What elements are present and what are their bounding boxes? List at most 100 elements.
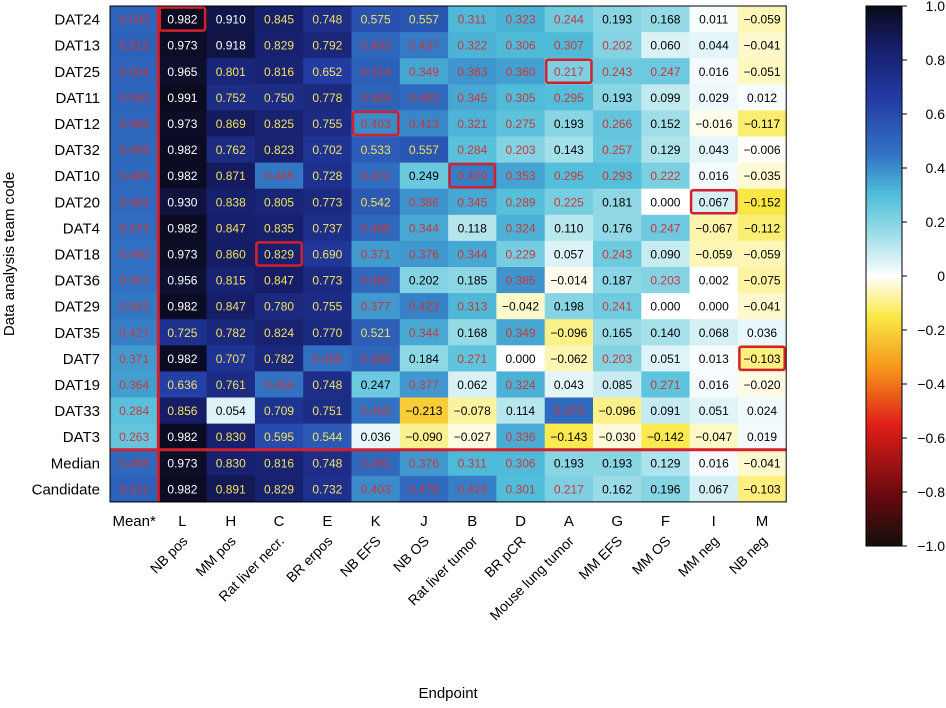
heatmap-cell xyxy=(110,110,159,138)
heatmap-cell xyxy=(158,58,208,85)
heatmap-cell xyxy=(399,188,449,216)
heatmap-cell xyxy=(254,449,304,477)
heatmap-cell xyxy=(351,110,401,138)
cell-value-label: 0.513 xyxy=(119,39,149,53)
heatmap-cell xyxy=(737,397,787,425)
heatmap-cell xyxy=(399,162,449,190)
heatmap-cell xyxy=(399,371,449,399)
cell-value-label: 0.311 xyxy=(458,456,487,470)
heatmap-cell xyxy=(351,6,401,33)
highlight-box xyxy=(689,188,738,215)
heatmap-cell xyxy=(544,214,594,242)
column-name-label: MM pos xyxy=(192,533,239,580)
cell-value-label: 0.752 xyxy=(216,91,246,105)
heatmap-cell xyxy=(158,84,208,111)
cell-value-label: 0.869 xyxy=(216,117,246,131)
heatmap-cell xyxy=(593,214,642,242)
cell-value-label: 0.184 xyxy=(409,352,439,366)
cell-value-label: 0.829 xyxy=(264,247,294,261)
colorbar-tick-label: 1.0 xyxy=(926,0,946,14)
heatmap-cell xyxy=(641,449,691,477)
cell-value-label: 0.595 xyxy=(264,430,294,444)
cell-value-label: 0.301 xyxy=(506,482,536,496)
cell-value-label: 0.360 xyxy=(506,65,536,79)
heatmap-cell xyxy=(110,267,159,294)
cell-value-label: 0.324 xyxy=(506,221,536,235)
heatmap-cell xyxy=(689,267,739,294)
cell-value-label: 0.241 xyxy=(602,300,632,314)
cell-value-label: 0.690 xyxy=(312,247,342,261)
cell-value-label: −0.075 xyxy=(744,274,781,288)
heatmap-cell xyxy=(254,162,304,190)
heatmap-cell xyxy=(158,267,208,294)
cell-value-label: −0.059 xyxy=(744,247,781,261)
column-name-label: BR pCR xyxy=(481,533,529,581)
heatmap-cell xyxy=(496,240,546,268)
column-name-label: MM EFS xyxy=(575,533,625,583)
heatmap-cell xyxy=(689,188,739,216)
heatmap-cell xyxy=(689,475,739,503)
cell-value-label: 0.815 xyxy=(216,274,246,288)
row-label: DAT19 xyxy=(54,377,100,394)
heatmap-cell xyxy=(206,162,256,190)
cell-value-label: 0.344 xyxy=(457,247,487,261)
heatmap-cell xyxy=(351,267,401,294)
heatmap-cell xyxy=(737,58,787,85)
cell-value-label: 0.755 xyxy=(312,117,342,131)
x-axis-title: Endpoint xyxy=(418,685,478,702)
cell-value-label: 0.168 xyxy=(650,13,680,27)
cell-value-label: 0.792 xyxy=(312,39,342,53)
cell-value-label: 0.982 xyxy=(167,13,197,27)
cell-value-label: 0.284 xyxy=(457,143,487,157)
row-label: DAT25 xyxy=(54,64,100,81)
heatmap-cell xyxy=(593,162,642,190)
heatmap-cell xyxy=(206,32,256,59)
heatmap-cell xyxy=(496,214,546,242)
cell-value-label: 0.973 xyxy=(167,456,197,470)
heatmap-cell xyxy=(254,397,304,425)
heatmap-cell xyxy=(351,371,401,399)
cell-value-label: 0.060 xyxy=(650,39,680,53)
heatmap-cell xyxy=(158,32,208,59)
cell-value-label: 0.860 xyxy=(216,247,246,261)
cell-value-label: 0.816 xyxy=(264,456,294,470)
heatmap-cell xyxy=(544,110,594,138)
cell-value-label: 0.838 xyxy=(216,195,246,209)
heatmap-cell xyxy=(737,6,787,33)
heatmap-cell xyxy=(544,267,594,294)
heatmap-cell xyxy=(110,319,159,346)
heatmap-cell xyxy=(158,475,208,503)
cell-value-label: 0.982 xyxy=(167,300,197,314)
heatmap-cell xyxy=(206,214,256,242)
cell-value-label: 0.454 xyxy=(264,378,294,392)
cell-value-label: 0.445 xyxy=(264,169,294,183)
cell-value-label: 0.029 xyxy=(699,91,729,105)
heatmap-cell xyxy=(110,136,159,164)
cell-value-label: 0.473 xyxy=(119,221,149,235)
cell-value-label: 0.114 xyxy=(506,404,535,418)
heatmap-cell xyxy=(206,136,256,164)
cell-value-label: 0.051 xyxy=(699,404,729,418)
cell-value-label: 0.825 xyxy=(264,117,294,131)
cell-value-label: 0.067 xyxy=(699,482,729,496)
cell-value-label: 0.472 xyxy=(361,169,391,183)
cell-value-label: 0.533 xyxy=(361,143,391,157)
heatmap-cell xyxy=(448,6,497,33)
cell-value-label: 0.801 xyxy=(216,65,246,79)
row-label: DAT29 xyxy=(54,299,100,316)
heatmap-cell xyxy=(351,58,401,85)
cell-value-label: −0.014 xyxy=(550,274,587,288)
heatmap-cell xyxy=(448,371,497,399)
cell-value-label: 0.728 xyxy=(312,169,342,183)
heatmap-cell xyxy=(158,293,208,320)
heatmap-cell xyxy=(689,110,739,138)
heatmap-cell xyxy=(737,32,787,59)
heatmap-cell xyxy=(641,32,691,59)
highlight-box xyxy=(351,110,400,137)
heatmap-cell xyxy=(544,449,594,477)
heatmap-cell xyxy=(689,162,739,190)
heatmap-cell xyxy=(351,32,401,59)
cell-value-label: 0.016 xyxy=(699,169,729,183)
cell-value-label: −0.042 xyxy=(502,300,539,314)
heatmap-cell xyxy=(303,162,353,190)
